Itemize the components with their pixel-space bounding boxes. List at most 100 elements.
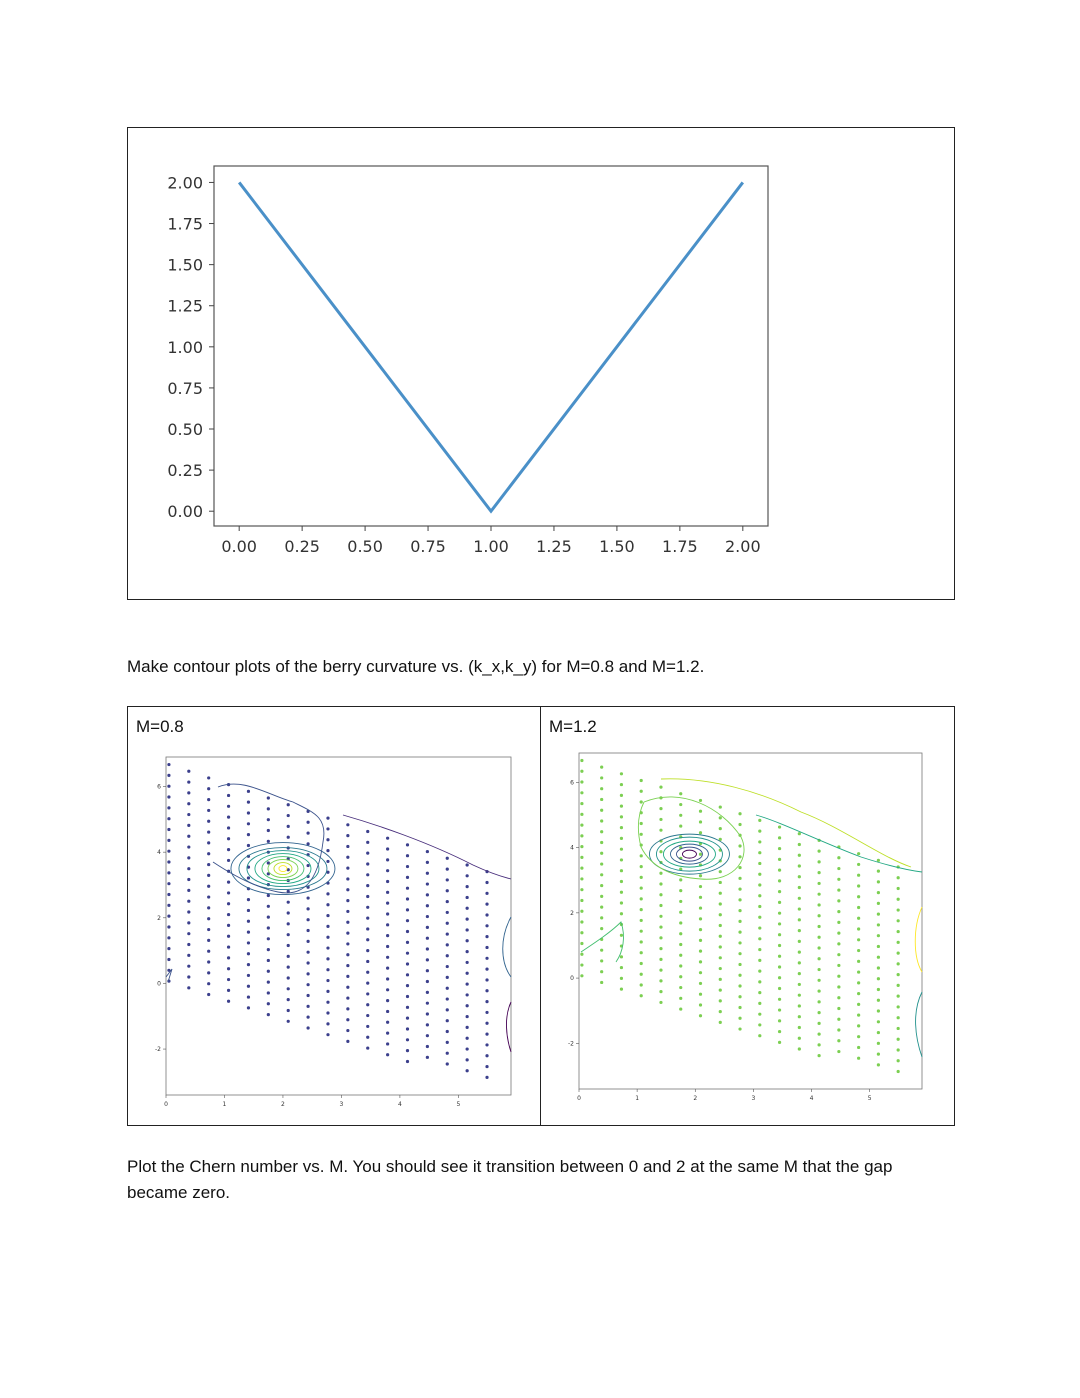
scatter-point [659,893,663,897]
scatter-point [738,822,742,827]
scatter-point [366,959,370,964]
y-tick-label: 0 [157,980,161,987]
scatter-point [797,1015,801,1019]
contour-panel-m12: 0 1 2 3 4 5 -2 0 2 4 6 M=1.2 [540,706,955,1126]
contour-ring [682,849,697,859]
scatter-point [405,940,410,944]
scatter-point [386,1009,390,1014]
scatter-point [366,927,370,931]
scatter-point [639,864,643,869]
scatter-point [600,873,604,877]
scatter-point [445,1051,449,1055]
scatter-point [346,877,350,881]
scatter-point [857,862,861,867]
scatter-point [425,958,429,962]
scatter-point [366,1035,370,1039]
scatter-point [187,802,191,806]
scatter-point [758,1001,762,1006]
scatter-point [266,937,270,941]
scatter-point [266,958,270,963]
scatter-point [639,875,643,879]
scatter-point [679,1007,683,1011]
scatter-point [226,891,231,895]
scatter-point [619,901,624,905]
scatter-point [817,1032,821,1036]
scatter-point [817,860,821,864]
scatter-point [286,943,290,948]
scatter-point [600,776,604,780]
line-chart-frame: 0.00 0.25 0.50 0.75 1.00 1.25 1.50 1.75 2.00 0.00… [127,127,955,600]
scatter-point [445,856,449,860]
scatter-point [326,913,330,918]
scatter-point [386,858,390,862]
scatter-point [758,818,762,822]
scatter-point [346,823,350,827]
scatter-point [366,1003,370,1007]
scatter-point [246,822,251,826]
scatter-point [167,968,171,972]
contour-line [755,814,923,873]
scatter-point [346,963,350,968]
scatter-point [246,952,251,956]
scatter-point [857,959,861,963]
scatter-point [425,871,429,875]
scatter-point [758,1012,762,1016]
scatter-point [266,991,270,995]
scatter-point [346,974,350,979]
scatter-point [619,858,624,862]
scatter-point [465,960,469,965]
scatter-point [326,989,330,993]
scatter-point [306,961,310,965]
scatter-point [797,842,801,847]
scatter-point [246,843,251,848]
scatter-point [346,931,350,935]
plot-area [165,756,512,1096]
scatter-point [718,827,722,831]
x-tick-label: 2 [693,1095,697,1102]
scatter-point [639,940,643,944]
panel-label-m12: M=1.2 [549,717,597,736]
scatter-point [817,849,821,853]
scatter-point [187,899,191,903]
scatter-point [485,956,489,960]
scatter-point [659,979,663,983]
scatter-point [187,877,191,882]
scatter-point [797,939,801,943]
scatter-point [876,891,880,895]
scatter-point [600,830,604,834]
scatter-point [777,846,782,851]
scatter-point [187,964,191,968]
scatter-point [797,993,801,997]
scatter-point [425,914,429,919]
scatter-point [386,988,390,992]
scatter-point [226,880,231,884]
scatter-point [738,887,742,891]
scatter-point [266,904,270,908]
scatter-point [659,828,663,832]
scatter-point [187,986,191,990]
scatter-point [346,1007,350,1011]
scatter-point [698,895,703,899]
x-tick-label: 1 [223,1101,227,1108]
scatter-point [207,895,211,899]
scatter-point [777,1008,782,1012]
scatter-point [679,942,683,947]
scatter-point [485,1043,489,1047]
scatter-point [777,954,782,958]
scatter-point [266,948,270,952]
scatter-point [366,916,370,920]
scatter-point [485,1010,489,1015]
y-tick-label: -2 [155,1046,161,1053]
scatter-point [306,972,310,976]
contour-panel-m08: 0 1 2 3 4 5 -2 0 2 4 6 M=0.8 [127,706,541,1126]
scatter-point [857,1024,861,1028]
scatter-point [386,1031,390,1035]
contour-ring [261,856,305,882]
scatter-point [246,984,251,988]
scatter-point [777,976,782,980]
scatter-point [837,963,841,968]
scatter-point [246,930,251,934]
scatter-point [346,844,350,849]
scatter-point [738,941,742,945]
scatter-point [896,1059,900,1063]
